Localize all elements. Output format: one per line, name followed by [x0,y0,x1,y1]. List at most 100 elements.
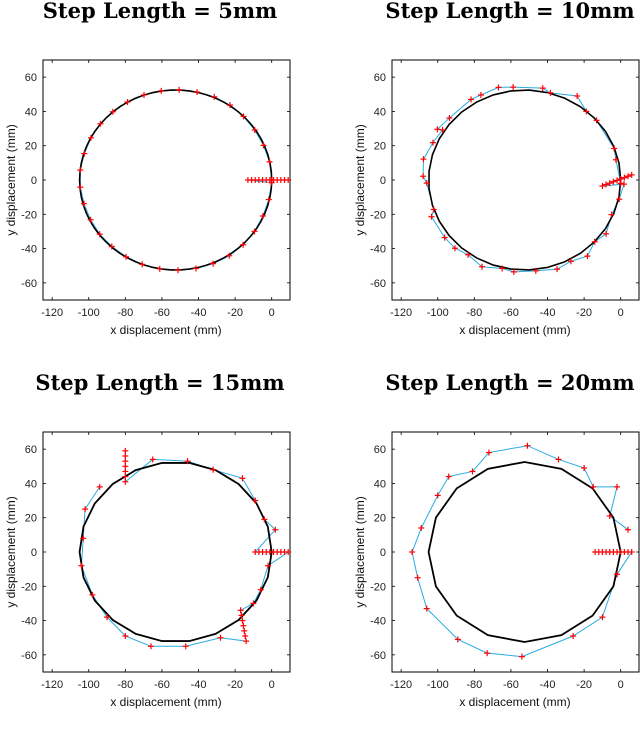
y-tick-label: 20 [25,141,37,153]
y-axis-label: y displacement (mm) [4,124,18,235]
chart-panel-step-15mm: Step Length = 15mm -120 -100 -80 -60 -40 -20 0… [4,370,292,709]
step-marker [87,134,94,141]
y-tick-label: 0 [31,175,37,187]
chart-panel-step-5mm: Step Length = 5mm -120 -100 -80 -60 -40 -20 0-… [4,0,292,337]
y-tick-label: 0 [380,175,386,187]
step-marker [524,442,531,449]
step-marker [239,617,246,624]
step-marker [82,506,89,513]
step-marker [518,653,525,660]
step-marker [123,253,130,260]
step-marker [420,173,427,180]
step-marker [122,463,129,470]
step-marker [96,231,103,238]
step-marker [465,251,472,258]
axis-ticks: -120 -100 -80 -60 -40 -20 0 -60 -40 -20 0 20 40 60 [21,60,290,319]
step-marker [468,96,475,103]
step-marker [260,142,267,149]
x-tick-label: -120 [41,307,63,319]
circle-path [428,89,622,271]
x-tick-label: -80 [466,307,482,319]
step-marker [156,265,163,272]
step-marker [614,571,621,578]
step-marker [581,465,588,471]
step-marker [239,475,246,482]
step-marker [257,586,264,593]
step-marker [240,113,247,120]
step-marker [608,211,615,218]
x-axis-label: x displacement (mm) [110,323,221,337]
step-marker [583,108,590,115]
step-marker [479,263,486,270]
step-marker [140,91,147,98]
trajectory-line [80,450,290,647]
step-marker [603,230,610,237]
step-marker [139,261,146,268]
x-tick-label: 0 [618,679,624,691]
step-marker [210,466,217,473]
step-marker [606,513,613,519]
target-path-line [428,89,622,271]
step-marker [599,183,606,189]
y-tick-label: 20 [374,513,386,525]
x-axis-label: x displacement (mm) [110,695,221,709]
step-marker [158,87,165,94]
x-tick-label: -20 [576,307,592,319]
step-marker [510,268,517,275]
chart-title: Step Length = 10mm [385,0,634,23]
step-marker [261,516,268,523]
step-marker [603,181,610,188]
trajectory-line [422,86,632,273]
step-marker [87,216,94,223]
chart-title: Step Length = 20mm [385,370,634,395]
y-axis-label: y displacement (mm) [353,124,367,235]
step-marker [591,238,598,245]
step-marker [567,258,574,265]
axis-ticks: -120 -100 -80 -60 -40 -20 0 -60 -40 -20 0 20 40 60 [370,432,639,691]
y-tick-label: -40 [370,244,386,256]
step-marker [423,605,430,612]
step-marker [147,643,154,650]
step-marker [554,266,561,273]
step-marker [285,549,292,555]
step-marker [621,174,628,181]
step-marker [532,267,539,274]
target-path-line [427,461,622,643]
circle-path [427,461,622,643]
step-marker [122,453,129,459]
step-marker [81,150,88,157]
step-marker [590,483,597,490]
step-marker [78,562,85,569]
circle-path [78,462,273,642]
step-marker [242,633,249,639]
x-tick-label: -40 [191,679,207,691]
step-marker [423,180,430,187]
x-tick-label: -40 [191,307,207,319]
x-tick-label: -80 [117,679,133,691]
step-marker [265,562,272,569]
step-marker [610,178,617,185]
trajectory-series [422,86,632,273]
step-marker [434,492,441,499]
y-tick-label: -40 [370,616,386,628]
step-marker [252,497,259,504]
step-marker [409,549,416,555]
step-marker [555,456,562,463]
step-marker [192,265,199,272]
step-marker [617,175,624,182]
step-marker [122,633,129,639]
step-marker [625,526,632,533]
y-tick-label: -60 [370,650,386,662]
circle-path [78,89,273,271]
step-marker [122,447,129,454]
step-marker [122,458,129,465]
step-marker [446,114,453,121]
step-marker [614,177,621,184]
trajectory-series [80,450,290,647]
step-markers [409,442,635,660]
step-marker [418,525,425,531]
y-tick-label: -40 [21,616,37,628]
step-marker [241,627,248,634]
axis-ticks: -120 -100 -80 -60 -40 -20 0 -60 -40 -20 0 20 40 60 [21,432,290,691]
step-marker [77,184,84,191]
